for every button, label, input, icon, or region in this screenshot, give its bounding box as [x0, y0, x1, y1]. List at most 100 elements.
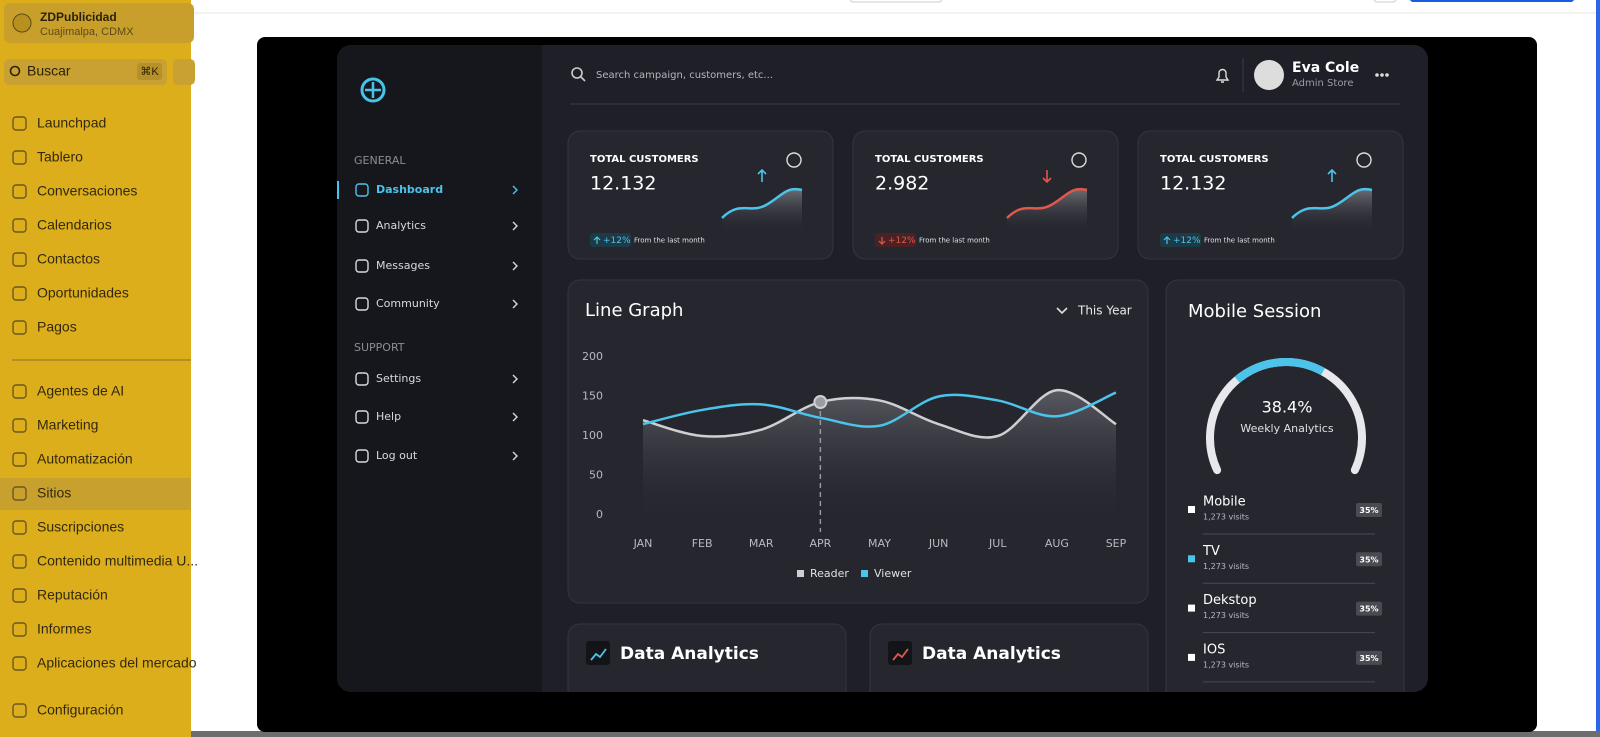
primary-button[interactable] [1410, 0, 1574, 2]
gauge-caption: Weekly Analytics [1240, 422, 1333, 435]
share-badge [1356, 601, 1382, 616]
stat-user-icon [786, 152, 802, 168]
device-bullet [1188, 653, 1195, 661]
change-note: From the last month [919, 237, 990, 245]
menu-item[interactable]: Settings [376, 372, 421, 385]
menu-item[interactable]: Analytics [376, 219, 426, 232]
menu-chevron [512, 221, 518, 231]
menu-icon [355, 219, 369, 233]
period-chevron[interactable] [1056, 307, 1068, 315]
device-name: Mobile [1203, 495, 1246, 510]
legend-label: Reader [810, 567, 849, 580]
nav-active-bg [0, 478, 191, 510]
x-tick-label: AUG [1045, 537, 1069, 550]
menu-chevron [512, 374, 518, 384]
device-name: IOS [1203, 642, 1225, 657]
stat-arrow [1327, 168, 1337, 182]
nav-item[interactable]: Launchpad [37, 115, 106, 131]
sparkline-area [1007, 189, 1087, 234]
change-badge [590, 233, 631, 247]
search-icon-handle [580, 76, 586, 82]
nav-item[interactable]: Sitios [37, 485, 71, 501]
stat-user-icon [1356, 152, 1372, 168]
line-graph-title: Line Graph [585, 300, 683, 321]
analytics-title: Data Analytics [922, 644, 1061, 664]
analytics-icon-bg [888, 641, 912, 665]
gauge-value-label: 38.4% [1262, 398, 1313, 417]
menu-item[interactable]: Community [376, 297, 440, 310]
quick-action[interactable] [173, 59, 195, 85]
stat-user-icon [1071, 152, 1087, 168]
nav-item[interactable]: Contenido multimedia U... [37, 553, 198, 569]
device-share: 35% [1359, 555, 1378, 564]
menu-bg [337, 45, 542, 692]
shortcut-badge [137, 63, 162, 80]
nav-item[interactable]: Marketing [37, 417, 98, 433]
menu-item[interactable]: Dashboard [376, 183, 443, 196]
sparkline [1291, 187, 1373, 219]
nav-item[interactable]: Calendarios [37, 217, 112, 233]
nav-icon [12, 116, 27, 131]
logo [360, 77, 386, 103]
device-share: 35% [1359, 605, 1378, 614]
nav-item[interactable]: Oportunidades [37, 285, 129, 301]
bottom-bar [191, 731, 1600, 737]
x-tick-label: JAN [633, 537, 653, 550]
search-placeholder[interactable]: Search campaign, customers, etc... [596, 70, 773, 81]
bell-icon[interactable] [1215, 68, 1230, 83]
device-visits: 1,273 visits [1203, 562, 1249, 571]
line-area [643, 390, 1116, 527]
sparkline-area [722, 189, 802, 234]
device-visits: 1,273 visits [1203, 660, 1249, 669]
device-bullet [1188, 604, 1195, 612]
nav-item[interactable]: Tablero [37, 149, 83, 165]
sidebar: ZDPublicidad Cuajimalpa, CDMX Buscar ⌘K Laun… [0, 0, 198, 737]
nav-item[interactable]: Contactos [37, 251, 100, 267]
analytics-title: Data Analytics [620, 644, 759, 664]
menu-item[interactable]: Log out [376, 449, 418, 462]
menu-item[interactable]: Help [376, 410, 401, 423]
nav-icon [12, 554, 27, 569]
menu-chevron [512, 412, 518, 422]
nav-item[interactable]: Informes [37, 621, 91, 637]
more-dot[interactable] [1385, 73, 1389, 77]
nav-item[interactable]: Conversaciones [37, 183, 137, 199]
workspace-switcher[interactable] [4, 3, 194, 43]
more-dot[interactable] [1380, 73, 1384, 77]
nav-item[interactable]: Reputación [37, 587, 108, 603]
nav-icon [12, 588, 27, 603]
nav-item[interactable]: Pagos [37, 319, 77, 335]
toolbar-button[interactable] [1373, 0, 1397, 3]
toolbar-buttons[interactable] [849, 0, 943, 3]
analytics-card [567, 623, 847, 692]
more-dot[interactable] [1375, 73, 1379, 77]
workspace-icon [12, 13, 32, 33]
nav-item[interactable]: Configuración [37, 702, 123, 718]
share-badge [1356, 552, 1382, 567]
workspace-name: ZDPublicidad [40, 10, 117, 24]
y-tick-label: 100 [582, 429, 603, 442]
nav-icon [12, 384, 27, 399]
menu-item[interactable]: Messages [376, 259, 430, 272]
nav-item[interactable]: Suscripciones [37, 519, 124, 535]
nav-icon [12, 252, 27, 267]
period-select[interactable]: This Year [1077, 304, 1132, 318]
nav-icon [12, 656, 27, 671]
change-badge [1160, 233, 1201, 247]
nav-icon [12, 286, 27, 301]
search-shortcut: ⌘K [140, 66, 159, 78]
search-icon [571, 67, 583, 79]
menu-icon [355, 297, 369, 311]
nav-item[interactable]: Agentes de AI [37, 383, 124, 399]
nav-item[interactable]: Aplicaciones del mercado [37, 655, 197, 671]
menu-icon [355, 259, 369, 273]
share-badge [1356, 503, 1382, 517]
nav-icon [12, 218, 27, 233]
search-box[interactable] [4, 59, 167, 85]
change-note: From the last month [634, 237, 705, 245]
nav-item[interactable]: Automatización [37, 451, 133, 467]
sidebar-bg [0, 0, 191, 737]
legend-swatch [797, 570, 804, 577]
change-value: +12% [1173, 236, 1201, 246]
menu-chevron [512, 299, 518, 309]
